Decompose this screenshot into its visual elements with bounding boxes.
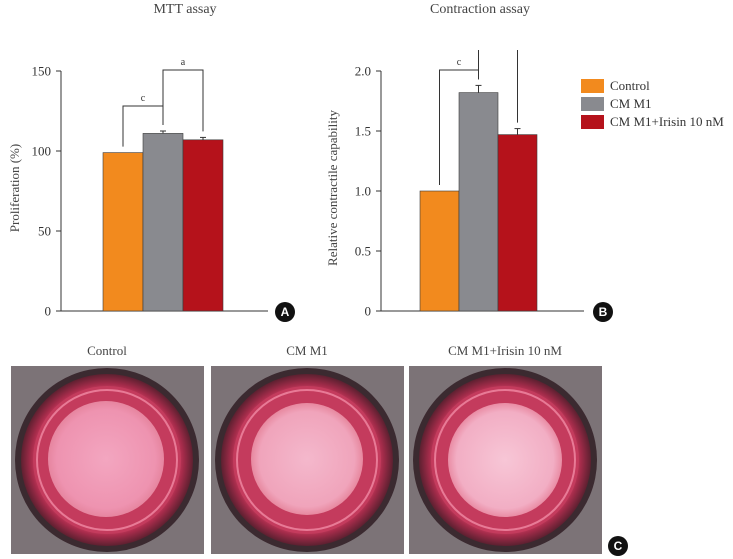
legend-swatch-cm-m1-irisin [581, 115, 604, 129]
photo-title-control: Control [87, 343, 127, 358]
legend-item-cm-m1: CM M1 [581, 95, 724, 113]
significance-label-0: c [457, 57, 462, 68]
significance-label-1: a [181, 57, 186, 68]
y-tick-label: 0 [365, 304, 372, 319]
bar-2 [182, 139, 224, 312]
bar-2 [497, 134, 538, 312]
bar-1 [142, 133, 184, 312]
panel-badge-a: A [275, 302, 295, 322]
legend-item-control: Control [581, 77, 724, 95]
y-tick-label: 50 [38, 224, 51, 239]
y-tick-label: 2.0 [355, 64, 371, 79]
y-tick-label: 150 [32, 64, 52, 79]
photo-title-cm-m1: CM M1 [286, 343, 328, 358]
well-photo-control [11, 366, 204, 554]
panel-badge-c: C [608, 536, 628, 556]
bar-0 [102, 152, 144, 312]
legend-label-control: Control [610, 78, 650, 93]
y-tick-label: 0.5 [355, 244, 371, 259]
panel-badge-b: B [593, 302, 613, 322]
well-photo-cm-m1 [211, 366, 404, 554]
legend-label-cm-m1: CM M1 [610, 96, 652, 111]
legend-item-cm-m1-irisin: CM M1+Irisin 10 nM [581, 113, 724, 131]
photo-title-cm-m1-irisin: CM M1+Irisin 10 nM [448, 343, 562, 358]
legend-swatch-control [581, 79, 604, 93]
chart-a-mtt: 0 50 100 150 c a [32, 57, 268, 319]
legend-swatch-cm-m1 [581, 97, 604, 111]
bar-1 [458, 92, 499, 312]
y-tick-label: 1.5 [355, 124, 371, 139]
y-tick-label: 1.0 [355, 184, 371, 199]
well-photo-cm-m1-irisin [409, 366, 602, 554]
bar-0 [419, 190, 460, 312]
significance-bracket-1 [478, 50, 518, 123]
chart-b-title: Contraction assay [430, 2, 530, 17]
chart-a-title: MTT assay [153, 2, 217, 17]
legend-label-cm-m1-irisin: CM M1+Irisin 10 nM [610, 114, 724, 129]
significance-bracket-1 [162, 69, 204, 132]
significance-label-0: c [141, 93, 146, 104]
y-tick-label: 0 [45, 304, 52, 319]
chart-legend: Control CM M1 CM M1+Irisin 10 nM [581, 77, 724, 131]
chart-b-contraction: 00.51.01.52.0cb [355, 50, 584, 319]
y-tick-label: 100 [32, 144, 52, 159]
